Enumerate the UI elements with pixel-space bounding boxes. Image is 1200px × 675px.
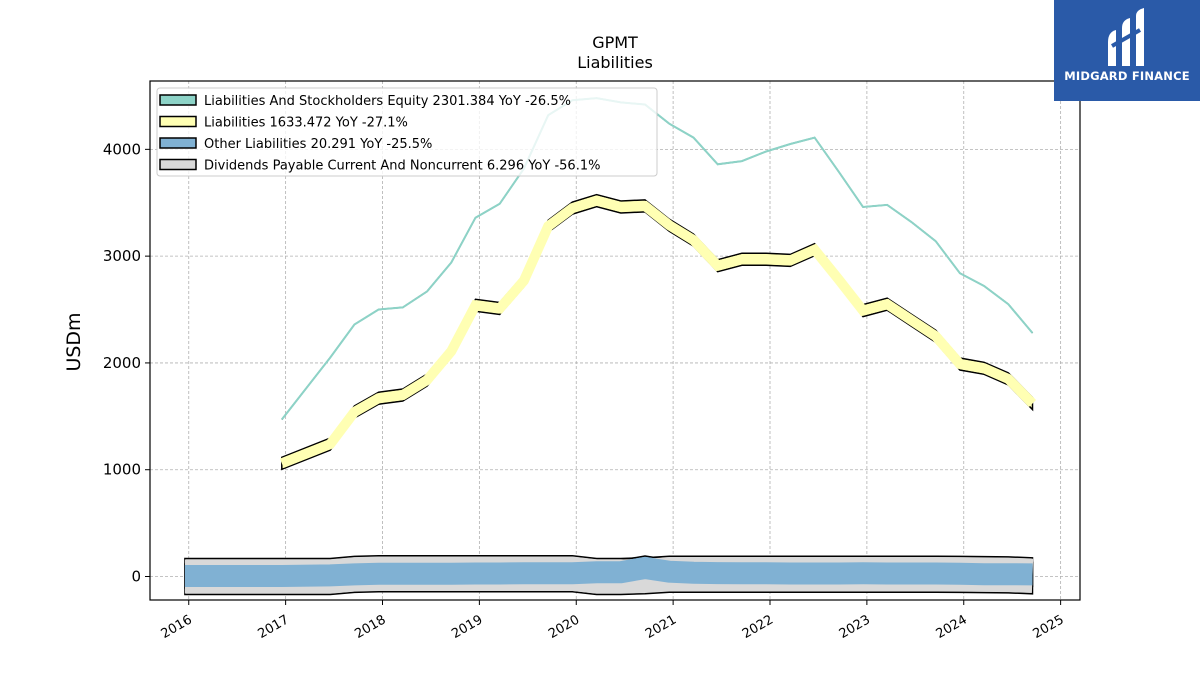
y-axis-label: USDm: [63, 312, 85, 371]
y-tick-label: 0: [131, 568, 141, 586]
legend-label-1: Liabilities 1633.472 YoY -27.1%: [204, 116, 408, 131]
x-tick-label: 2016: [159, 612, 195, 642]
legend-label-0: Liabilities And Stockholders Equity 2301…: [204, 94, 571, 109]
x-tick-label: 2020: [546, 612, 582, 642]
legend: Liabilities And Stockholders Equity 2301…: [156, 87, 658, 177]
series-line-1: [279, 195, 1037, 468]
series-line-0: [281, 97, 1034, 421]
x-tick-label: 2025: [1030, 612, 1066, 642]
chart-title: GPMT: [592, 33, 638, 52]
legend-swatch-3: [159, 158, 197, 171]
legend-label-3: Dividends Payable Current And Noncurrent…: [204, 159, 600, 174]
x-tick-label: 2023: [837, 612, 873, 642]
plot-frame: [149, 80, 1081, 601]
legend-box: [156, 87, 658, 177]
legend-swatch-1: [159, 115, 197, 128]
x-tick-label: 2018: [352, 612, 388, 642]
logo-text: MIDGARD FINANCE: [1064, 69, 1190, 83]
chart-subtitle: Liabilities: [577, 53, 653, 72]
logo-mark-icon: [1108, 8, 1144, 66]
series-lines: [184, 97, 1037, 594]
x-tick-label: 2017: [255, 612, 291, 642]
x-tick-label: 2022: [740, 612, 776, 642]
y-tick-label: 2000: [103, 354, 141, 372]
y-axis: 0 1000 2000 3000 4000: [103, 140, 150, 586]
y-tick-label: 3000: [103, 247, 141, 265]
series-line-2: [184, 556, 1033, 587]
x-tick-label: 2019: [449, 612, 485, 642]
series-band-1: [281, 193, 1034, 471]
legend-swatch-0: [159, 94, 197, 106]
x-tick-label: 2021: [643, 612, 679, 642]
y-tick-label: 1000: [103, 461, 141, 479]
legend-swatch-2: [159, 137, 197, 149]
x-tick-label: 2024: [934, 612, 970, 642]
legend-label-2: Other Liabilities 20.291 YoY -25.5%: [204, 137, 432, 152]
brand-logo: MIDGARD FINANCE: [1054, 0, 1200, 101]
x-axis: 2016 2017 2018 2019 2020 2021 2022 2023 2024 2025: [159, 600, 1067, 642]
y-tick-label: 4000: [103, 140, 141, 158]
